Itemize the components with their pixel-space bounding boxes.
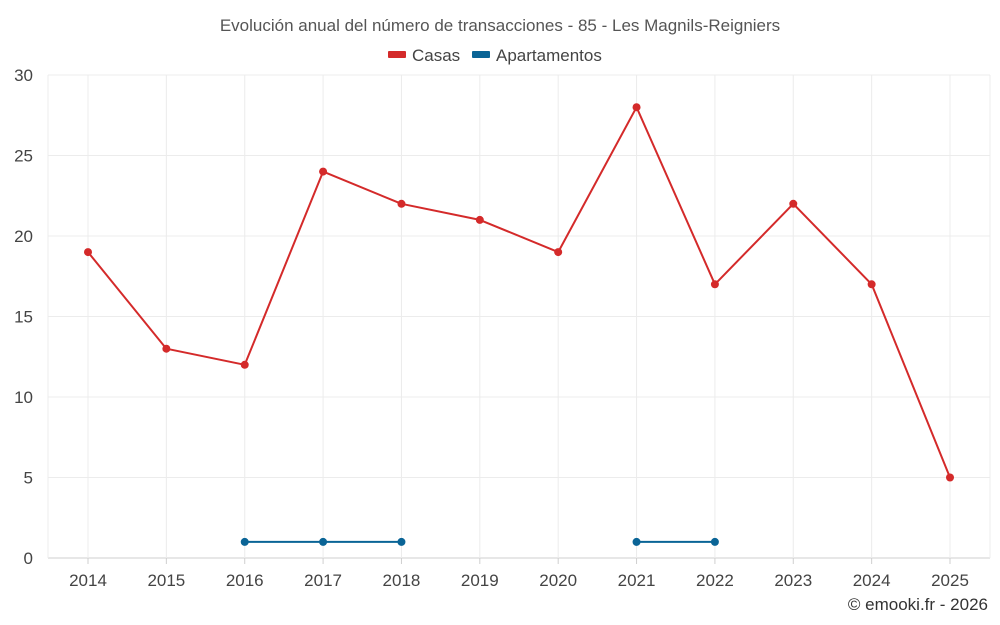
data-point-casas-2023[interactable] (789, 199, 798, 208)
y-tick-label: 15 (14, 308, 33, 327)
y-tick-label: 30 (14, 66, 33, 85)
x-tick-label-2014: 2014 (69, 571, 107, 590)
y-tick-label: 20 (14, 227, 33, 246)
legend-item-apartamentos[interactable]: Apartamentos (472, 46, 602, 65)
x-tick-label-2020: 2020 (539, 571, 577, 590)
data-point-apartamentos-2018[interactable] (397, 537, 406, 546)
y-tick-label: 5 (24, 469, 33, 488)
legend-swatch-apartamentos (472, 51, 490, 58)
x-tick-label-2025: 2025 (931, 571, 969, 590)
chart-title: Evolución anual del número de transaccio… (220, 16, 780, 35)
legend-label-apartamentos: Apartamentos (496, 46, 602, 65)
y-tick-label: 25 (14, 147, 33, 166)
data-point-casas-2015[interactable] (162, 344, 171, 353)
data-point-casas-2019[interactable] (475, 215, 484, 224)
x-tick-label-2021: 2021 (618, 571, 656, 590)
x-axis-ticks: 2014 2015 2016 2017 2018 2019 2020 2021 2022 2023… (69, 571, 969, 590)
x-tick-label-2017: 2017 (304, 571, 342, 590)
legend-item-casas[interactable]: Casas (388, 46, 460, 65)
y-axis-ticks: 0 5 10 15 20 25 30 (14, 66, 33, 568)
x-tick-label-2023: 2023 (774, 571, 812, 590)
legend-label-casas: Casas (412, 46, 460, 65)
data-point-apartamentos-2016[interactable] (240, 537, 249, 546)
credit-text: © emooki.fr - 2026 (848, 595, 988, 614)
y-tick-label: 0 (24, 549, 33, 568)
series-apartamentos (240, 537, 719, 546)
series (84, 103, 954, 546)
data-point-casas-2014[interactable] (84, 248, 92, 257)
data-point-casas-2020[interactable] (554, 248, 563, 257)
data-point-apartamentos-2022[interactable] (710, 537, 719, 546)
x-tick-label-2022: 2022 (696, 571, 734, 590)
grid (47, 74, 991, 564)
data-point-casas-2024[interactable] (867, 280, 876, 289)
x-tick-label-2019: 2019 (461, 571, 499, 590)
x-tick-label-2024: 2024 (853, 571, 891, 590)
data-point-casas-2021[interactable] (632, 103, 641, 112)
data-point-casas-2022[interactable] (710, 280, 719, 289)
x-tick-label-2018: 2018 (383, 571, 421, 590)
data-point-apartamentos-2021[interactable] (632, 537, 641, 546)
series-line-casas (87, 106, 951, 478)
data-point-casas-2016[interactable] (240, 360, 249, 369)
y-tick-label: 10 (14, 388, 33, 407)
legend: Casas Apartamentos (388, 46, 602, 65)
data-point-casas-2017[interactable] (319, 167, 328, 176)
data-point-apartamentos-2017[interactable] (319, 537, 328, 546)
x-tick-label-2015: 2015 (147, 571, 185, 590)
data-point-casas-2025[interactable] (946, 473, 954, 482)
series-casas (84, 103, 954, 482)
data-point-casas-2018[interactable] (397, 199, 406, 208)
x-tick-label-2016: 2016 (226, 571, 264, 590)
legend-swatch-casas (388, 51, 406, 58)
